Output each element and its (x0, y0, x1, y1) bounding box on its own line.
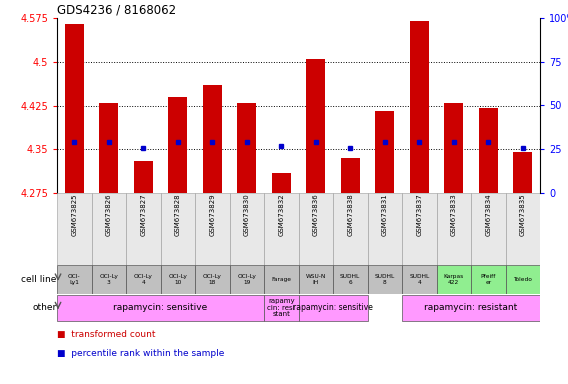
Bar (57, 295, 264, 321)
Bar (195, 193, 229, 265)
Text: GSM673835: GSM673835 (520, 193, 526, 236)
Bar (410, 21, 429, 193)
Bar (299, 265, 333, 294)
Text: rapamycin: resistant: rapamycin: resistant (424, 303, 517, 313)
Text: rapamy
cin: resi
stant: rapamy cin: resi stant (268, 298, 295, 318)
Text: GSM673826: GSM673826 (106, 193, 112, 236)
Bar (264, 295, 299, 321)
Bar (402, 265, 436, 294)
Bar (513, 152, 532, 193)
Text: OCI-Ly
10: OCI-Ly 10 (168, 274, 187, 285)
Bar (57, 265, 91, 294)
Text: SUDHL
6: SUDHL 6 (340, 274, 360, 285)
Bar (479, 108, 498, 193)
Bar (264, 193, 299, 265)
Text: GSM673838: GSM673838 (347, 193, 353, 236)
Bar (168, 97, 187, 193)
Text: SUDHL
8: SUDHL 8 (375, 274, 395, 285)
Text: GSM673837: GSM673837 (416, 193, 422, 236)
Bar (341, 158, 360, 193)
Text: GSM673833: GSM673833 (451, 193, 457, 236)
Bar (367, 265, 402, 294)
Text: Toledo: Toledo (513, 277, 532, 282)
Text: GSM673827: GSM673827 (140, 193, 146, 236)
Text: rapamycin: sensitive: rapamycin: sensitive (114, 303, 208, 313)
Text: OCI-Ly
18: OCI-Ly 18 (203, 274, 222, 285)
Bar (272, 172, 291, 193)
Text: Farage: Farage (272, 277, 291, 282)
Text: OCI-Ly
3: OCI-Ly 3 (99, 274, 118, 285)
Bar (229, 193, 264, 265)
Bar (333, 265, 367, 294)
Bar (333, 193, 367, 265)
Text: GSM673832: GSM673832 (278, 193, 284, 236)
Bar (436, 193, 471, 265)
Bar (91, 265, 126, 294)
Bar (506, 265, 540, 294)
Text: GSM673825: GSM673825 (71, 193, 77, 235)
Bar (471, 193, 506, 265)
Text: Karpas
422: Karpas 422 (444, 274, 464, 285)
Bar (444, 103, 463, 193)
Text: GSM673828: GSM673828 (175, 193, 181, 236)
Bar (375, 111, 394, 193)
Text: OCI-
Ly1: OCI- Ly1 (68, 274, 81, 285)
Bar (126, 193, 161, 265)
Bar (299, 295, 367, 321)
Bar (237, 103, 256, 193)
Bar (57, 193, 91, 265)
Bar (506, 193, 540, 265)
Bar (471, 265, 506, 294)
Text: GSM673830: GSM673830 (244, 193, 250, 236)
Text: GSM673836: GSM673836 (313, 193, 319, 236)
Text: GSM673829: GSM673829 (209, 193, 215, 236)
Bar (161, 265, 195, 294)
Text: SUDHL
4: SUDHL 4 (409, 274, 429, 285)
Text: cell line: cell line (21, 275, 56, 284)
Text: OCI-Ly
4: OCI-Ly 4 (134, 274, 153, 285)
Bar (367, 193, 402, 265)
Text: OCI-Ly
19: OCI-Ly 19 (237, 274, 256, 285)
Bar (126, 265, 161, 294)
Bar (299, 193, 333, 265)
Bar (133, 161, 153, 193)
Bar (402, 295, 540, 321)
Text: other: other (32, 303, 56, 313)
Bar (91, 193, 126, 265)
Text: GDS4236 / 8168062: GDS4236 / 8168062 (57, 4, 176, 17)
Bar (195, 265, 229, 294)
Text: ■  transformed count: ■ transformed count (57, 330, 156, 339)
Bar (402, 193, 436, 265)
Bar (306, 59, 325, 193)
Text: GSM673834: GSM673834 (485, 193, 491, 236)
Text: GSM673831: GSM673831 (382, 193, 388, 236)
Text: WSU-N
IH: WSU-N IH (306, 274, 326, 285)
Bar (161, 193, 195, 265)
Bar (264, 265, 299, 294)
Bar (229, 265, 264, 294)
Bar (65, 24, 83, 193)
Text: ■  percentile rank within the sample: ■ percentile rank within the sample (57, 349, 224, 358)
Text: rapamycin: sensitive: rapamycin: sensitive (293, 303, 373, 313)
Bar (436, 265, 471, 294)
Text: Pfeiff
er: Pfeiff er (481, 274, 496, 285)
Bar (203, 85, 222, 193)
Bar (99, 103, 118, 193)
